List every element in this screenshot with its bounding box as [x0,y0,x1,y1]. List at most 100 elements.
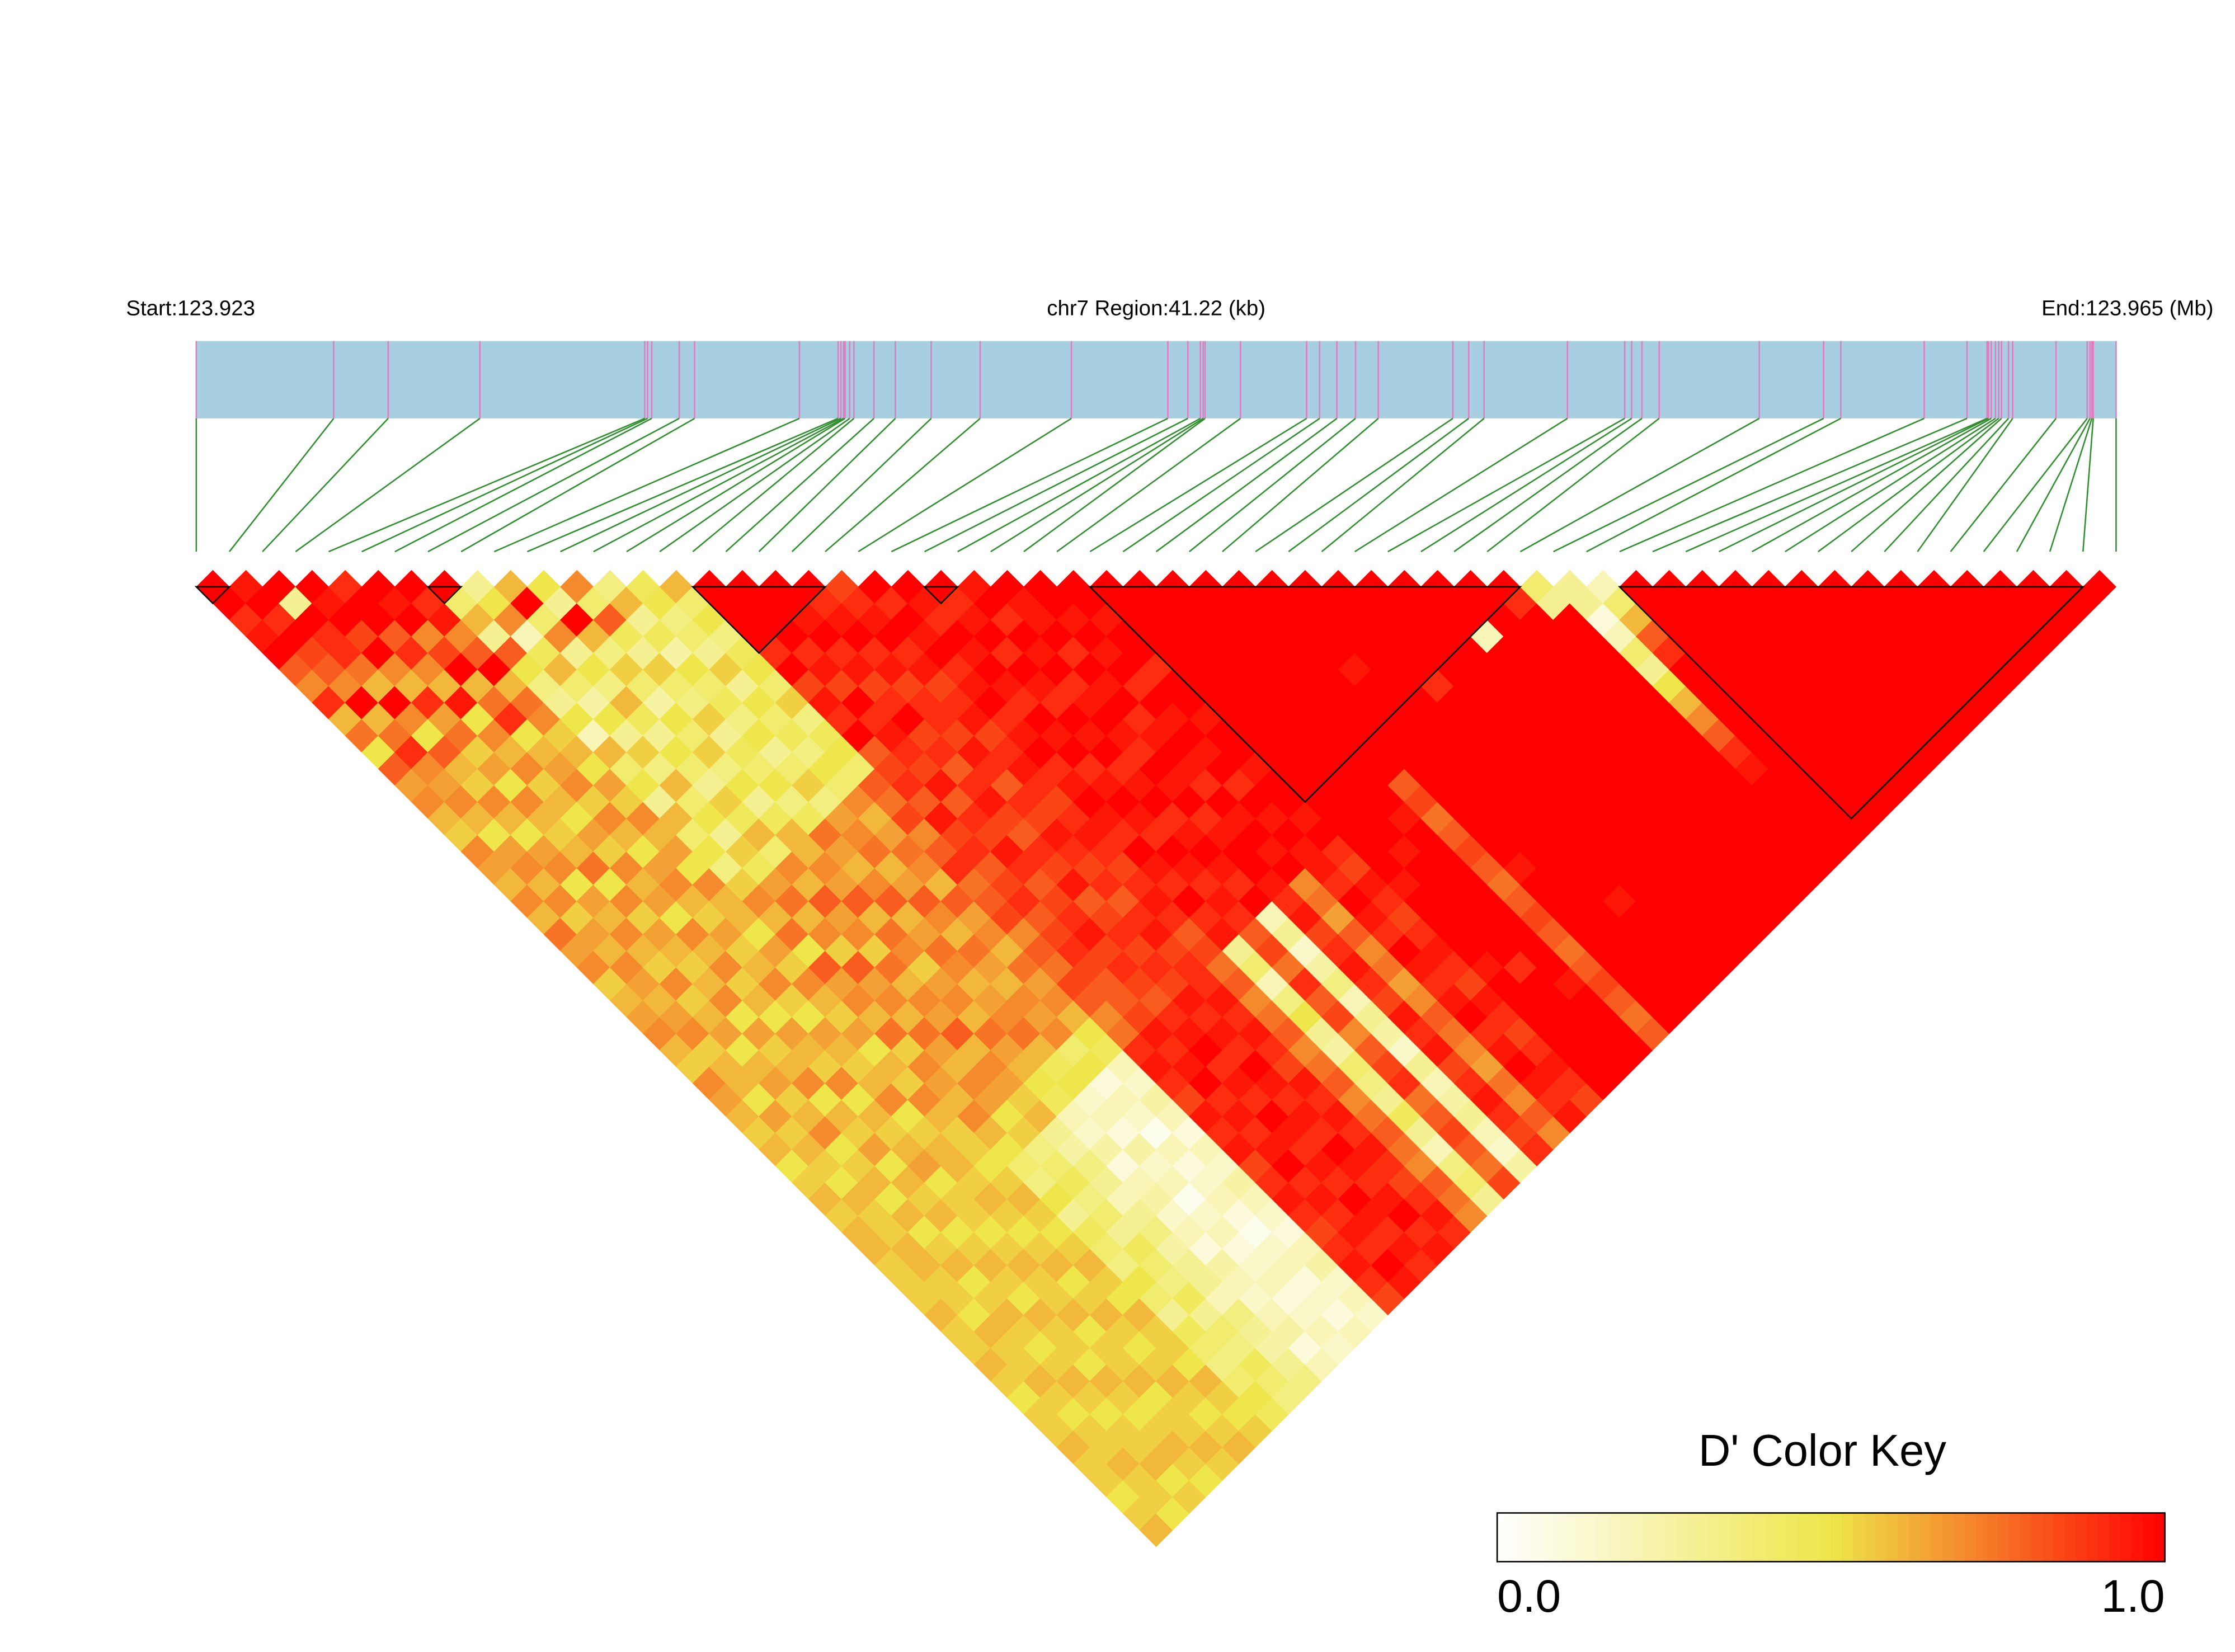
snp-link [924,417,1188,553]
start-label: Start:123.923 [126,296,255,321]
snp-link [626,417,846,553]
legend-swatch [1898,1513,1910,1562]
legend-swatch [2142,1513,2155,1562]
legend-swatch [1586,1513,1598,1562]
legend-swatch [2076,1513,2088,1562]
snp-link [1354,417,1568,553]
snp-link [1950,418,2057,552]
legend-swatch [1909,1513,1921,1562]
legend-swatch [1764,1513,1776,1562]
legend-swatch [1575,1513,1587,1562]
legend-swatch [1653,1513,1665,1562]
legend-swatch [1630,1513,1643,1562]
legend-swatch [1809,1513,1821,1562]
snp-link [460,417,695,553]
legend-swatch [1519,1513,1532,1562]
gene-bar [196,341,2116,418]
legend-swatch [2064,1513,2077,1562]
legend-title: D' Color Key [1698,1425,1946,1475]
snp-link [1553,417,1824,553]
ld-block [1088,586,1522,803]
snp-link [1917,418,2013,552]
legend-swatch [1998,1513,2010,1562]
legend-swatch [2009,1513,2021,1562]
snp-link [957,417,1201,553]
legend-swatch [1953,1513,1966,1562]
snp-link [1023,417,1206,553]
snp-link [791,417,932,553]
legend-swatch [1675,1513,1687,1562]
legend-swatch [1964,1513,1977,1562]
snp-link [825,417,981,553]
snp-link [1189,417,1356,553]
legend-swatch [1753,1513,1766,1562]
snp-link [2016,418,2091,552]
legend-swatch [1798,1513,1810,1562]
legend-swatch [1919,1513,1932,1562]
end-label: End:123.965 (Mb) [2041,296,2213,321]
snp-link [1884,418,2010,552]
snp-link [1321,417,1485,553]
snp-link [1718,417,1989,553]
legend-swatch [1552,1513,1565,1562]
snp-link [1420,417,1632,553]
snp-link [858,417,1072,553]
snp-link [328,417,646,553]
legend-swatch [2020,1513,2032,1562]
legend-swatch [2042,1513,2055,1562]
legend-swatch [1541,1513,1554,1562]
snp-link [659,417,850,553]
snp-link [229,418,335,552]
ld-cell [2082,570,2116,604]
legend-frame [1496,1512,2166,1562]
legend-swatch [1842,1513,1855,1562]
snp-link [1255,417,1453,553]
snp-link [2049,418,2093,552]
snp-link [891,417,1169,553]
legend-swatch [1597,1513,1610,1562]
legend-swatch [2120,1513,2133,1562]
snp-link [2082,418,2094,552]
snp-link [1222,417,1379,553]
legend-swatch [1931,1513,1944,1562]
legend-swatch [1564,1513,1576,1562]
snp-link [593,417,844,553]
legend-swatch [1497,1513,1509,1562]
legend-swatch [1987,1513,1999,1562]
legend-swatch [1730,1513,1743,1562]
snp-link [1652,417,1968,553]
snp-link [1155,417,1338,553]
snp-link [1486,417,1660,553]
ld-block [426,586,463,605]
legend-swatch [1530,1513,1543,1562]
ld-block [923,586,959,605]
legend-tick-label: 0.0 [1497,1571,1561,1622]
legend-swatch [1875,1513,1888,1562]
snp-link [1619,417,1925,553]
snp-link [1586,417,1842,553]
legend-swatch [1819,1513,1832,1562]
snp-link [427,417,680,553]
snp-link [1851,417,2002,553]
snp-link [692,417,855,553]
snp-link [361,417,648,553]
legend-swatch [1619,1513,1632,1562]
snp-link [394,417,652,553]
snp-link [493,417,800,553]
legend-swatch [1975,1513,1988,1562]
snp-link [560,417,841,553]
snp-link [990,417,1204,553]
snp-link [725,417,875,553]
legend-swatch [1775,1513,1787,1562]
snp-link [1983,418,2088,552]
legend-swatch [1641,1513,1654,1562]
legend-tick-label: 1.0 [2101,1571,2165,1622]
legend-swatch [1942,1513,1955,1562]
snp-link [1752,417,1992,553]
legend-swatch [1886,1513,1899,1562]
ld-block [691,586,827,655]
snp-link [1089,417,1307,553]
snp-link [1785,417,1996,553]
snp-link [1818,417,1999,553]
